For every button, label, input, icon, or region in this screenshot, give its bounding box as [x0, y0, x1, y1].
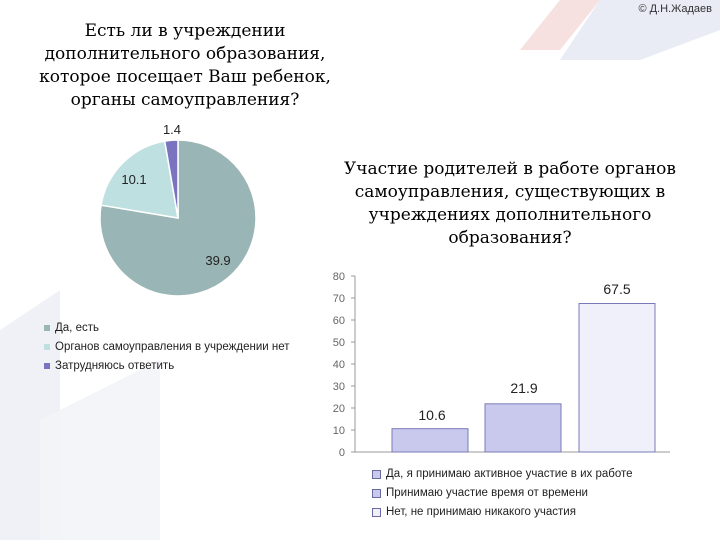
pie-label-no: 10.1 — [121, 172, 146, 187]
bar-label-never: 67.5 — [603, 281, 630, 297]
copyright-text: © Д.Н.Жадаев — [638, 3, 712, 15]
decor-left-shape-2 — [40, 360, 160, 540]
bar-never — [578, 303, 656, 453]
legend-item-yes: Да, есть — [44, 322, 99, 334]
bar-sometimes — [484, 403, 562, 453]
bar-legend-item-active: Да, я принимаю активное участие в их раб… — [372, 468, 633, 480]
bar-chart-title: Участие родителей в работе органов самоу… — [344, 159, 676, 248]
pie-slice-unsure — [163, 139, 179, 219]
legend-swatch-unsure — [44, 363, 50, 369]
pie-chart-title: Есть ли в учреждении дополнительного обр… — [39, 21, 331, 110]
pie-slice-no — [100, 140, 179, 219]
legend-label-yes: Да, есть — [55, 322, 99, 334]
legend-swatch-yes — [44, 325, 50, 331]
bar-label-sometimes: 21.9 — [510, 380, 537, 396]
bar-legend-swatch-active — [372, 469, 381, 479]
pie-label-yes: 39.9 — [205, 253, 230, 268]
y-tick-label: 0 — [339, 447, 345, 459]
y-tick-label: 80 — [333, 271, 345, 283]
bar-legend-label-never: Нет, не принимаю никакого участия — [386, 506, 576, 518]
legend-swatch-no — [44, 344, 50, 350]
bar-legend-swatch-sometimes — [372, 488, 381, 498]
y-tick-label: 50 — [333, 337, 345, 349]
bar-legend-label-active: Да, я принимаю активное участие в их раб… — [386, 468, 633, 480]
pie-slice-yes — [99, 139, 257, 297]
pie-label-unsure: 1.4 — [163, 122, 181, 137]
legend-item-unsure: Затрудняюсь ответить — [44, 360, 174, 372]
bar-label-active: 10.6 — [418, 407, 445, 423]
y-tick-label: 20 — [333, 403, 345, 415]
bar-legend-swatch-never — [372, 507, 381, 517]
bar-legend-item-never: Нет, не принимаю никакого участия — [372, 506, 576, 518]
y-tick-label: 70 — [333, 293, 345, 305]
decor-blue-stripe — [560, 0, 720, 60]
y-tick-label: 40 — [333, 359, 345, 371]
bar-legend-label-sometimes: Принимаю участие время от времени — [386, 487, 588, 499]
decor-red-stripe — [520, 0, 600, 50]
legend-item-no: Органов самоуправления в учреждении нет — [44, 341, 290, 353]
legend-label-unsure: Затрудняюсь ответить — [55, 360, 175, 372]
bar-legend-item-sometimes: Принимаю участие время от времени — [372, 487, 588, 499]
y-tick-label: 60 — [333, 315, 345, 327]
y-tick-label: 10 — [333, 425, 345, 437]
legend-label-no: Органов самоуправления в учреждении нет — [55, 341, 290, 353]
bar-active — [391, 428, 469, 453]
y-tick-label: 30 — [333, 381, 345, 393]
